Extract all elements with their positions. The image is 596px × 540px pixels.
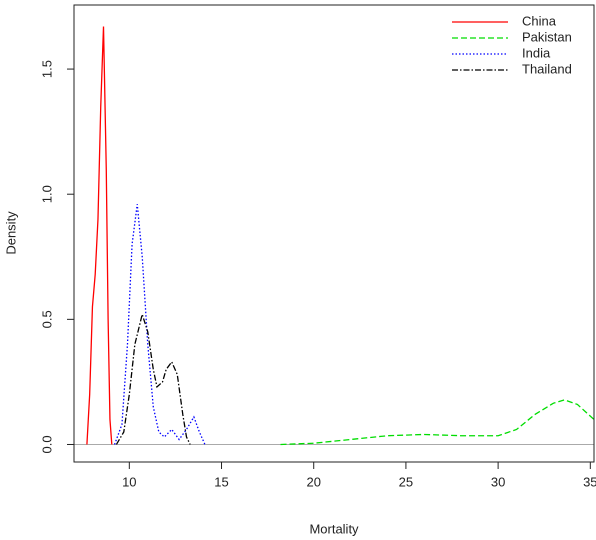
density-line: [115, 311, 191, 445]
y-axis-title: Density: [3, 211, 18, 255]
legend-label: Thailand: [522, 61, 572, 76]
x-tick-label: 15: [214, 474, 228, 489]
x-tick-label: 20: [306, 474, 320, 489]
y-tick-label: 0.0: [39, 435, 54, 453]
density-line: [86, 26, 113, 445]
legend-label: Pakistan: [522, 29, 572, 44]
x-tick-label: 30: [491, 474, 505, 489]
plot-frame: [73, 4, 595, 463]
legend-label: India: [522, 45, 551, 60]
legend-label: China: [522, 13, 557, 28]
density-line: [280, 399, 594, 446]
x-tick-label: 10: [122, 474, 136, 489]
y-tick-label: 1.0: [39, 185, 54, 203]
y-tick-label: 0.5: [39, 310, 54, 328]
x-tick-label: 25: [399, 474, 413, 489]
x-axis-title: Mortality: [309, 521, 359, 536]
y-tick-label: 1.5: [39, 60, 54, 78]
x-tick-label: 35: [583, 474, 596, 489]
density-line: [113, 204, 206, 445]
